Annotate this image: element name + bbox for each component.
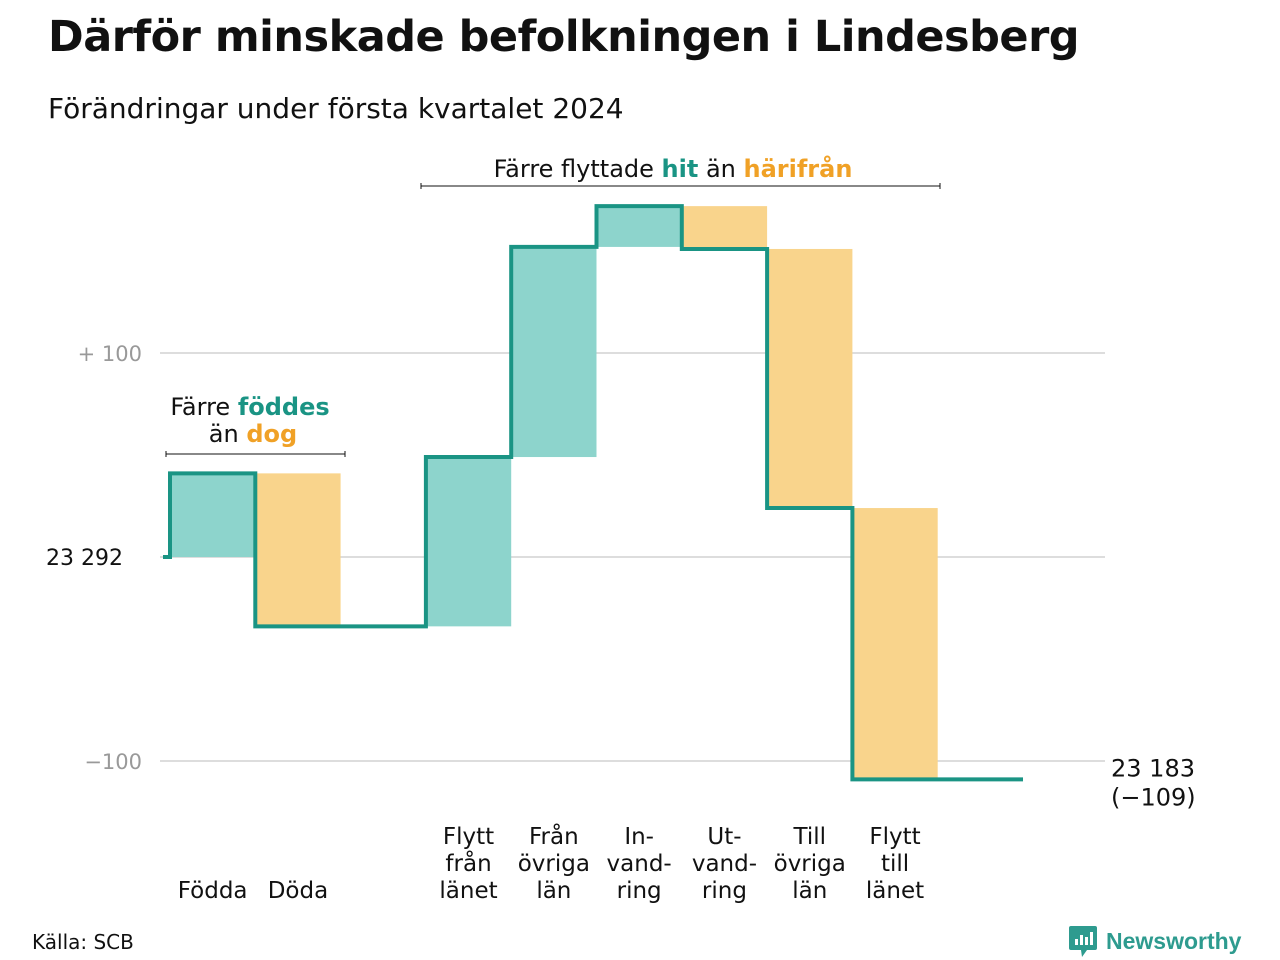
waterfall-bar [170,473,256,557]
y-tick-label: −100 [84,750,142,774]
category-label: vand- [692,851,757,877]
category-label: Till [792,824,826,850]
annotation-migration-bracket [420,183,941,189]
waterfall-bar [767,248,853,509]
annotation-migration: Färre flyttade hit än härifrån [494,154,853,183]
annotation-births-bracket [165,451,346,457]
category-label: vand- [607,851,672,877]
category-label: ring [702,878,747,904]
category-label: län [536,878,571,904]
annotation-births-line1: Färre föddes [170,393,329,421]
category-label: Från [529,822,579,850]
y-tick-label: + 100 [78,342,142,366]
waterfall-bar [511,246,597,458]
category-label: ring [617,878,662,904]
end-value-label: 23 183 [1111,754,1195,782]
category-label: Ut- [707,824,741,850]
brand-logo: Newsworthy [1068,924,1241,958]
newsworthy-logo-icon [1069,926,1097,957]
category-label: Flytt [869,824,920,850]
category-label: länet [439,878,497,904]
category-label: till [881,851,909,877]
category-label: övriga [518,851,590,877]
category-label: Flytt [443,824,494,850]
category-label: Födda [178,878,248,904]
start-value-label: 23 292 [46,546,123,571]
cumulative-step-line [163,204,1023,782]
waterfall-bar [425,457,512,627]
chart-subtitle: Förändringar under första kvartalet 2024 [48,92,624,125]
category-label: övriga [774,851,846,877]
category-label: In- [624,824,654,850]
category-label: länet [866,878,924,904]
brand-name: Newsworthy [1106,927,1242,954]
source-note: Källa: SCB [32,930,134,954]
annotation-births-line2: än dog [209,420,297,448]
waterfall-bar [596,206,682,247]
waterfall-bar [681,206,768,249]
category-label: från [445,849,491,877]
waterfall-bar [852,508,938,780]
end-change-label: (−109) [1111,783,1196,811]
category-label: län [792,878,827,904]
chart-title: Därför minskade befolkningen i Lindesber… [48,12,1080,62]
category-label: Döda [268,878,328,904]
waterfall-bar [255,473,341,627]
